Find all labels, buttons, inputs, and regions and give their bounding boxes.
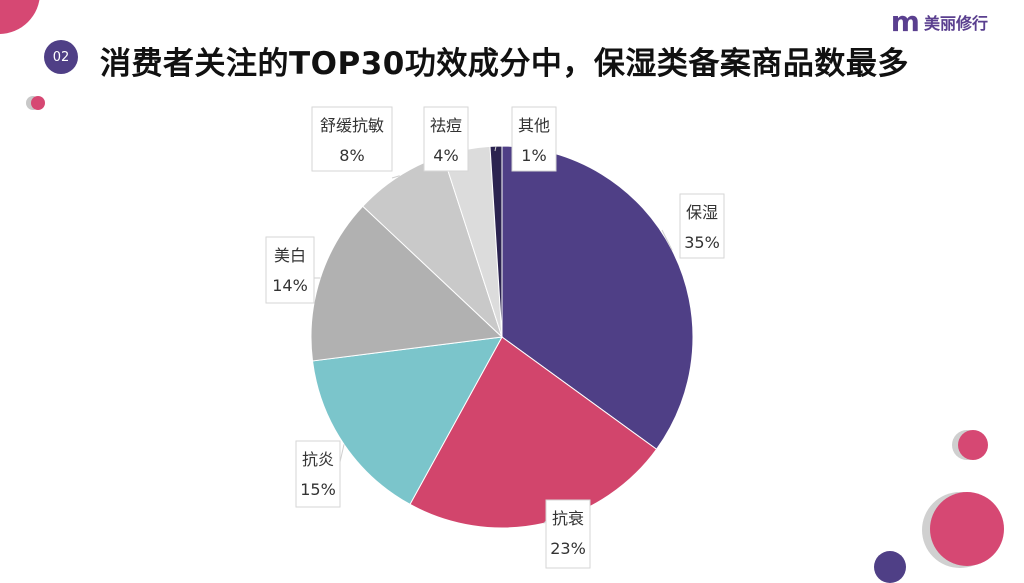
pie-label-value: 4% [433, 146, 458, 165]
pie-label-name: 保湿 [686, 203, 718, 222]
pie-label-value: 35% [684, 233, 720, 252]
pie-label-value: 15% [300, 480, 336, 499]
pie-label-value: 8% [339, 146, 364, 165]
pie-slices [311, 146, 693, 528]
pie-leader-line-3 [340, 444, 344, 462]
pie-label-value: 1% [521, 146, 546, 165]
pie-label-value: 23% [550, 539, 586, 558]
pie-label-value: 14% [272, 276, 308, 295]
pie-label-name: 抗衰 [552, 509, 584, 528]
pie-label-name: 美白 [274, 246, 306, 265]
pie-label-name: 舒缓抗敏 [320, 116, 384, 135]
pie-label-name: 祛痘 [430, 116, 462, 135]
pie-label-name: 其他 [518, 116, 550, 135]
pie-label-name: 抗炎 [302, 450, 334, 469]
